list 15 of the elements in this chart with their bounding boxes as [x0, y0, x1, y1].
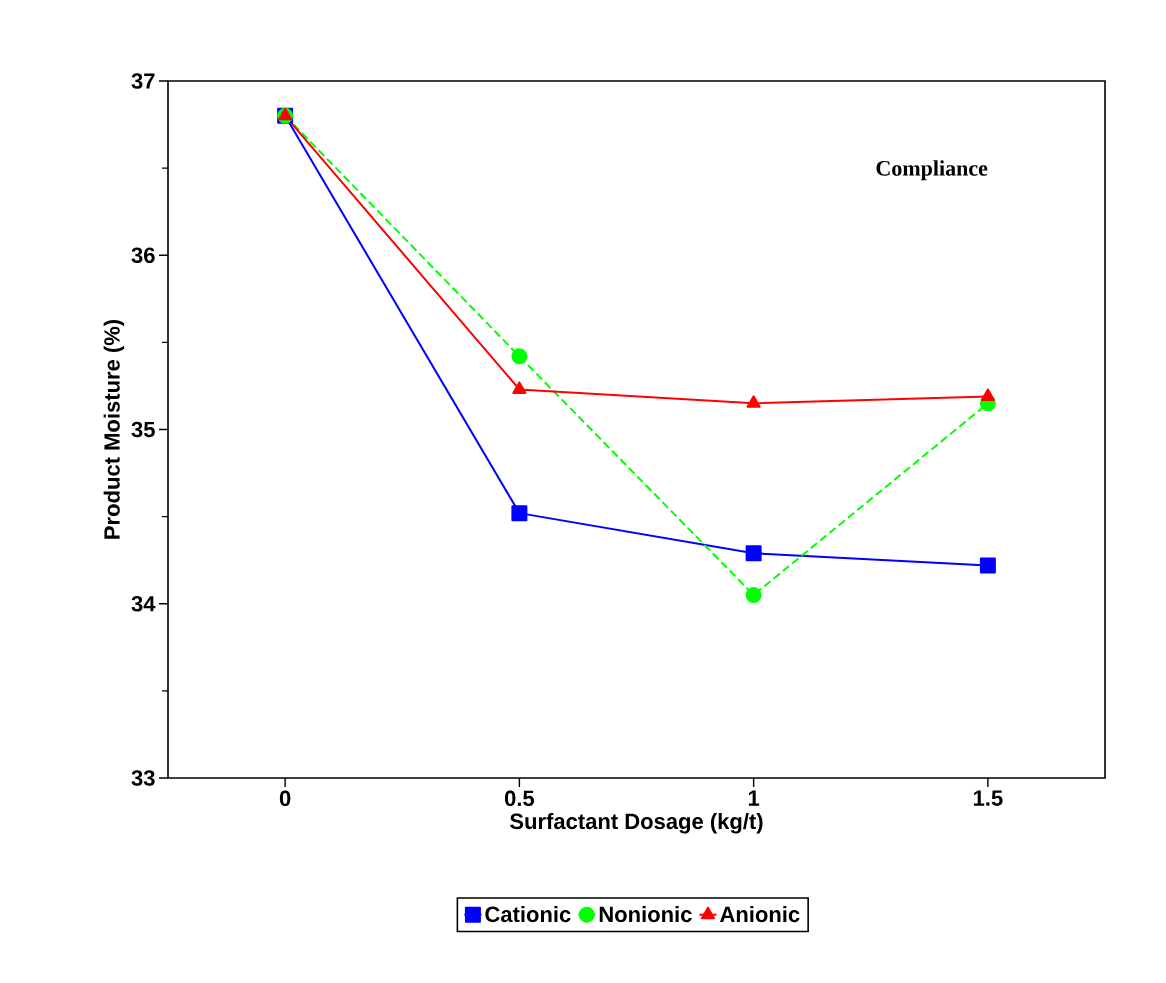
x-tick-label: 0	[279, 790, 291, 807]
y-tick-label: 33	[131, 770, 155, 786]
y-axis-title: Product Moisture (%)	[103, 320, 125, 539]
y-tick-label: 35	[131, 421, 155, 438]
x-axis-title: Surfactant Dosage (kg/t)	[510, 812, 763, 834]
x-tick-label: 1	[748, 790, 760, 806]
legend-label: Nonionic	[599, 905, 692, 923]
x-tick-label: 1.5	[973, 790, 1003, 806]
legend-label: Cationic	[485, 905, 571, 923]
legend-label: Anionic	[720, 905, 800, 923]
y-tick-label: 34	[131, 595, 156, 612]
annotation: Compliance	[876, 160, 988, 181]
y-tick-label: 36	[131, 247, 155, 264]
y-tick-label: 37	[131, 73, 155, 89]
x-tick-label: 0.5	[504, 790, 535, 807]
